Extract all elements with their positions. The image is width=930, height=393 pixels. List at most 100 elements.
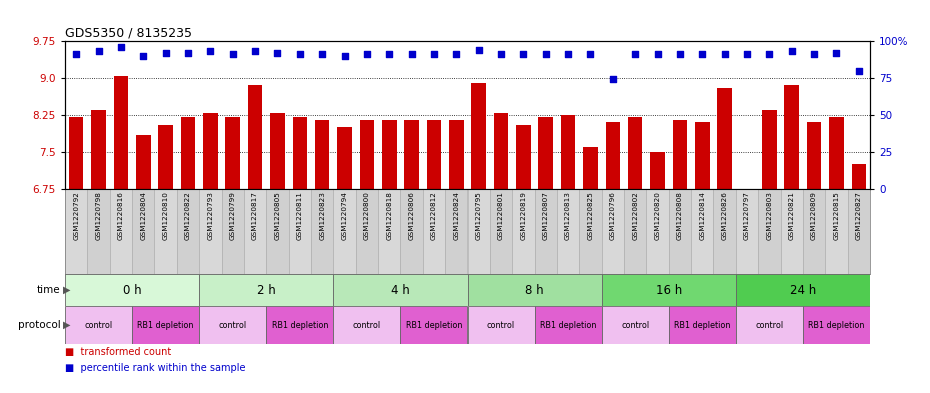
Bar	[132, 306, 199, 344]
Bar	[288, 189, 311, 274]
Bar	[338, 127, 352, 189]
Point	[472, 47, 486, 53]
Point	[762, 51, 777, 57]
Bar	[244, 189, 266, 274]
Point	[851, 68, 866, 74]
Point	[561, 51, 576, 57]
Bar	[512, 189, 535, 274]
Point	[829, 50, 844, 56]
Bar	[803, 189, 825, 274]
Bar	[136, 135, 151, 189]
Text: GSM1220818: GSM1220818	[386, 191, 392, 241]
Text: GSM1220822: GSM1220822	[185, 191, 191, 241]
Point	[382, 51, 397, 57]
Bar	[803, 306, 870, 344]
Text: GSM1220827: GSM1220827	[856, 191, 862, 241]
Bar	[221, 189, 244, 274]
Bar	[333, 306, 401, 344]
Point	[427, 51, 442, 57]
Bar	[468, 274, 602, 306]
Text: GSM1220811: GSM1220811	[297, 191, 303, 241]
Text: GSM1220799: GSM1220799	[230, 191, 235, 241]
Text: GSM1220807: GSM1220807	[543, 191, 549, 241]
Text: ■  transformed count: ■ transformed count	[65, 347, 171, 357]
Text: RB1 depletion: RB1 depletion	[138, 321, 193, 329]
Bar	[605, 122, 620, 189]
Bar	[158, 125, 173, 189]
Bar	[401, 189, 423, 274]
Text: GSM1220798: GSM1220798	[96, 191, 101, 241]
Bar	[247, 85, 262, 189]
Bar	[669, 189, 691, 274]
Point	[605, 76, 620, 83]
Point	[292, 51, 307, 57]
Bar	[780, 189, 803, 274]
Text: GSM1220825: GSM1220825	[588, 191, 593, 241]
Text: GSM1220815: GSM1220815	[833, 191, 840, 241]
Bar	[293, 118, 307, 189]
Point	[628, 51, 643, 57]
Bar	[468, 189, 490, 274]
Bar	[762, 110, 777, 189]
Point	[158, 50, 173, 56]
Bar	[225, 118, 240, 189]
Text: GSM1220817: GSM1220817	[252, 191, 258, 241]
Bar	[736, 274, 870, 306]
Bar	[736, 306, 803, 344]
Text: RB1 depletion: RB1 depletion	[674, 321, 730, 329]
Bar	[405, 120, 418, 189]
Bar	[490, 189, 512, 274]
Bar	[110, 189, 132, 274]
Bar	[602, 189, 624, 274]
Bar	[65, 306, 132, 344]
Bar	[736, 189, 758, 274]
Bar	[333, 189, 355, 274]
Text: GSM1220813: GSM1220813	[565, 191, 571, 241]
Text: ■  percentile rank within the sample: ■ percentile rank within the sample	[65, 363, 246, 373]
Point	[69, 51, 84, 57]
Text: GSM1220805: GSM1220805	[274, 191, 281, 241]
Text: control: control	[85, 321, 113, 329]
Text: GSM1220809: GSM1220809	[811, 191, 817, 241]
Bar	[602, 274, 736, 306]
Text: GSM1220793: GSM1220793	[207, 191, 213, 241]
Text: control: control	[219, 321, 246, 329]
Bar	[379, 189, 401, 274]
Text: ▶: ▶	[63, 320, 71, 330]
Text: control: control	[487, 321, 515, 329]
Text: 2 h: 2 h	[257, 283, 275, 296]
Point	[337, 53, 352, 59]
Bar	[266, 306, 333, 344]
Text: GSM1220819: GSM1220819	[521, 191, 526, 241]
Text: GSM1220826: GSM1220826	[722, 191, 727, 241]
Bar	[113, 75, 128, 189]
Text: RB1 depletion: RB1 depletion	[272, 321, 328, 329]
Text: GSM1220814: GSM1220814	[699, 191, 705, 241]
Text: GSM1220797: GSM1220797	[744, 191, 750, 241]
Bar	[825, 189, 847, 274]
Bar	[199, 306, 266, 344]
Text: GSM1220802: GSM1220802	[632, 191, 638, 241]
Bar	[830, 118, 844, 189]
Point	[270, 50, 285, 56]
Text: GSM1220796: GSM1220796	[610, 191, 616, 241]
Text: GSM1220812: GSM1220812	[431, 191, 437, 241]
Bar	[691, 189, 713, 274]
Text: GSM1220803: GSM1220803	[766, 191, 773, 241]
Bar	[713, 189, 736, 274]
Bar	[401, 306, 468, 344]
Bar	[449, 120, 463, 189]
Bar	[382, 120, 396, 189]
Text: GSM1220795: GSM1220795	[475, 191, 482, 241]
Point	[405, 51, 419, 57]
Text: control: control	[621, 321, 649, 329]
Bar	[695, 122, 710, 189]
Text: GSM1220801: GSM1220801	[498, 191, 504, 241]
Bar	[199, 274, 333, 306]
Bar	[672, 120, 687, 189]
Point	[113, 44, 128, 50]
Bar	[270, 112, 285, 189]
Bar	[91, 110, 106, 189]
Point	[180, 50, 195, 56]
Point	[583, 51, 598, 57]
